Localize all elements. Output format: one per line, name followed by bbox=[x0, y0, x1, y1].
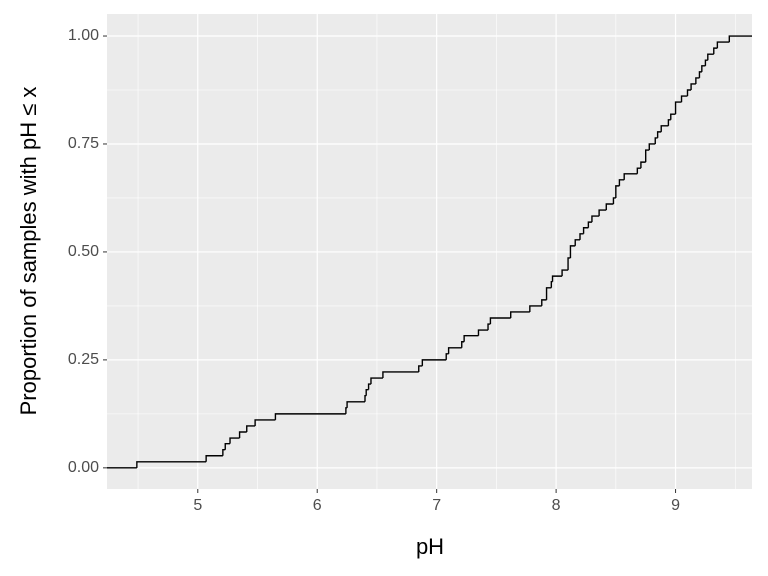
step-segment bbox=[695, 77, 700, 84]
step-segment bbox=[238, 431, 247, 439]
step-segment bbox=[274, 413, 346, 420]
y-tick-label: 1.00 bbox=[68, 27, 99, 44]
step-segment bbox=[686, 89, 692, 97]
x-tick-label: 5 bbox=[193, 497, 202, 514]
step-segment bbox=[698, 71, 702, 78]
step-segment bbox=[660, 125, 669, 132]
step-segment bbox=[551, 275, 563, 282]
step-segment bbox=[644, 149, 650, 163]
step-segment bbox=[605, 203, 614, 211]
step-segment bbox=[623, 173, 638, 180]
x-axis-title: pH bbox=[416, 534, 444, 559]
y-tick-label: 0.00 bbox=[68, 459, 99, 476]
step-segment bbox=[447, 347, 462, 354]
y-tick-label: 0.25 bbox=[68, 351, 99, 368]
step-segment bbox=[229, 437, 240, 444]
step-segment bbox=[222, 449, 226, 456]
step-segment bbox=[648, 143, 656, 151]
step-segment bbox=[510, 311, 530, 318]
step-segment bbox=[489, 317, 511, 325]
y-tick-label: 0.75 bbox=[68, 135, 99, 152]
step-segment bbox=[579, 233, 584, 240]
x-tick-label: 7 bbox=[432, 497, 441, 514]
step-segment bbox=[529, 305, 542, 312]
step-segment bbox=[667, 119, 671, 126]
y-tick-label: 0.50 bbox=[68, 243, 99, 260]
step-segment bbox=[382, 371, 419, 379]
step-segment bbox=[421, 359, 447, 366]
step-segment bbox=[704, 59, 708, 66]
step-segment bbox=[587, 221, 592, 228]
step-segment bbox=[707, 53, 714, 61]
step-segment bbox=[728, 35, 752, 43]
step-segment bbox=[418, 365, 423, 372]
step-segment bbox=[541, 299, 547, 306]
step-segment bbox=[591, 215, 600, 223]
step-segment bbox=[701, 65, 706, 72]
x-tick-label: 9 bbox=[671, 497, 680, 514]
step-segment bbox=[615, 185, 620, 198]
step-segment bbox=[656, 131, 662, 138]
step-segment bbox=[365, 388, 369, 396]
step-segment bbox=[690, 83, 696, 90]
y-axis-title: Proportion of samples with pH ≤ x bbox=[16, 87, 41, 416]
step-segment bbox=[477, 329, 489, 336]
step-segment bbox=[463, 335, 479, 342]
step-segment bbox=[670, 113, 676, 120]
step-segment bbox=[224, 442, 231, 450]
step-segment bbox=[640, 161, 646, 169]
step-segment bbox=[574, 239, 580, 246]
step-segment bbox=[674, 101, 682, 115]
step-segment bbox=[487, 323, 491, 331]
step-segment bbox=[582, 227, 589, 234]
step-segment bbox=[136, 461, 207, 468]
x-tick-label: 8 bbox=[552, 497, 561, 514]
step-segment bbox=[598, 209, 607, 217]
step-segment bbox=[254, 419, 276, 426]
step-segment bbox=[445, 353, 449, 360]
step-segment bbox=[567, 257, 571, 271]
step-segment bbox=[680, 95, 688, 103]
step-segment bbox=[618, 179, 625, 186]
step-segment bbox=[612, 197, 616, 204]
step-segment bbox=[367, 383, 371, 390]
x-tick-label: 6 bbox=[313, 497, 322, 514]
step-segment bbox=[370, 377, 383, 385]
step-segment bbox=[545, 287, 552, 300]
step-segment bbox=[654, 137, 658, 144]
step-segment bbox=[346, 401, 365, 408]
step-segment bbox=[561, 269, 569, 277]
step-segment bbox=[569, 245, 576, 258]
step-segment bbox=[713, 47, 718, 55]
step-segment bbox=[246, 425, 256, 432]
step-segment bbox=[461, 341, 465, 348]
step-segment bbox=[636, 167, 641, 174]
step-segment bbox=[716, 41, 730, 49]
step-segment bbox=[205, 455, 223, 462]
